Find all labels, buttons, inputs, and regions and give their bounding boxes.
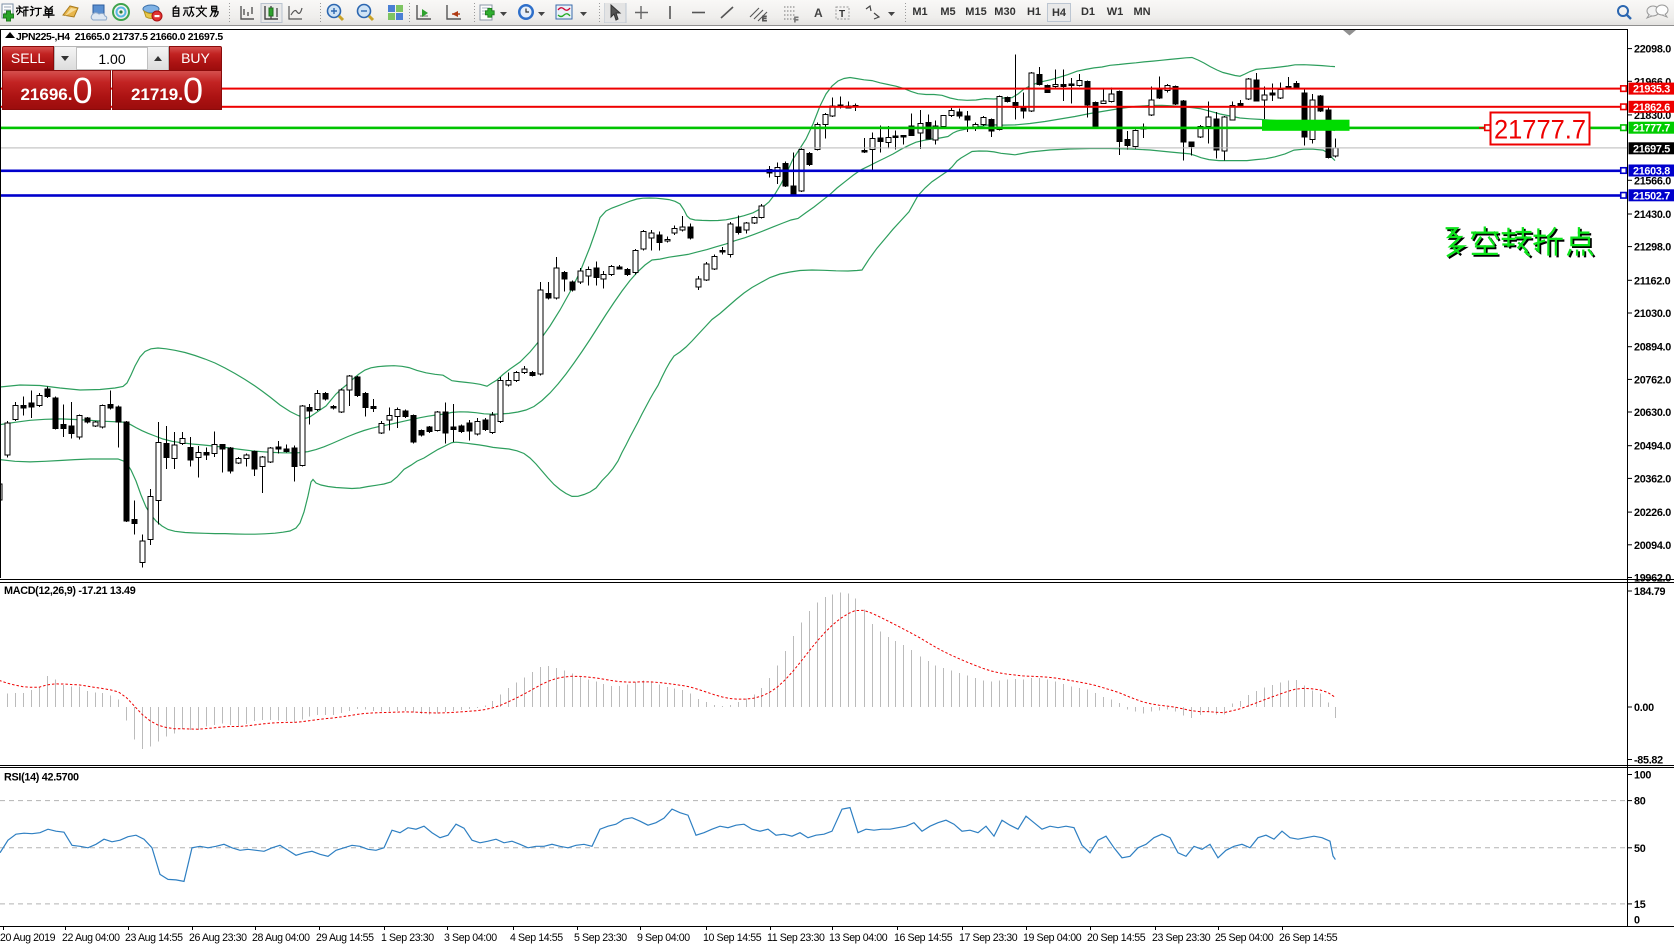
svg-text:JPN225-,H4 21665.0 21737.5 21: JPN225-,H4 21665.0 21737.5 21660.0 21697…: [16, 32, 223, 43]
svg-text:23 Aug 14:55: 23 Aug 14:55: [125, 932, 183, 944]
svg-text:21935.3: 21935.3: [1633, 84, 1670, 96]
svg-text:21162.0: 21162.0: [1634, 275, 1671, 287]
svg-text:16 Sep 14:55: 16 Sep 14:55: [894, 932, 953, 944]
svg-text:0: 0: [1634, 914, 1640, 926]
svg-text:1 Sep 23:30: 1 Sep 23:30: [381, 932, 434, 944]
svg-text:MACD(12,26,9) -17.21 13.49: MACD(12,26,9) -17.21 13.49: [4, 585, 136, 597]
svg-text:21502.7: 21502.7: [1633, 190, 1670, 202]
svg-text:T: T: [839, 9, 845, 20]
svg-text:13 Sep 04:00: 13 Sep 04:00: [829, 932, 888, 944]
svg-text:21430.0: 21430.0: [1634, 209, 1671, 221]
svg-text:A: A: [814, 6, 823, 20]
svg-text:29 Aug 14:55: 29 Aug 14:55: [316, 932, 374, 944]
svg-text:21777.7: 21777.7: [1494, 115, 1586, 145]
svg-text:25 Sep 04:00: 25 Sep 04:00: [1215, 932, 1274, 944]
svg-text:17 Sep 23:30: 17 Sep 23:30: [959, 932, 1018, 944]
svg-text:21697.5: 21697.5: [1633, 143, 1670, 155]
svg-text:15: 15: [1634, 899, 1646, 911]
svg-text:20630.0: 20630.0: [1634, 407, 1671, 419]
svg-text:22 Aug 04:00: 22 Aug 04:00: [62, 932, 120, 944]
svg-text:5 Sep 23:30: 5 Sep 23:30: [574, 932, 627, 944]
svg-text:0.00: 0.00: [1634, 702, 1654, 714]
svg-text:F: F: [794, 17, 798, 23]
svg-text:20 Sep 14:55: 20 Sep 14:55: [1087, 932, 1146, 944]
svg-text:9 Sep 04:00: 9 Sep 04:00: [637, 932, 690, 944]
svg-text:23 Sep 23:30: 23 Sep 23:30: [1152, 932, 1211, 944]
svg-text:4 Sep 14:55: 4 Sep 14:55: [510, 932, 563, 944]
svg-text:20894.0: 20894.0: [1634, 342, 1671, 354]
svg-text:E: E: [762, 16, 767, 23]
svg-text:21862.6: 21862.6: [1633, 102, 1670, 114]
svg-text:10 Sep 14:55: 10 Sep 14:55: [703, 932, 762, 944]
svg-text:20094.0: 20094.0: [1634, 540, 1671, 552]
svg-text:20762.0: 20762.0: [1634, 374, 1671, 386]
svg-text:26 Sep 14:55: 26 Sep 14:55: [1279, 932, 1338, 944]
svg-text:3 Sep 04:00: 3 Sep 04:00: [444, 932, 497, 944]
svg-text:22098.0: 22098.0: [1634, 44, 1671, 56]
svg-text:19 Sep 04:00: 19 Sep 04:00: [1023, 932, 1082, 944]
svg-text:21566.0: 21566.0: [1634, 175, 1671, 187]
svg-text:RSI(14) 42.5700: RSI(14) 42.5700: [4, 772, 79, 784]
svg-text:20494.0: 20494.0: [1634, 441, 1671, 453]
svg-text:20362.0: 20362.0: [1634, 473, 1671, 485]
svg-text:26 Aug 23:30: 26 Aug 23:30: [189, 932, 247, 944]
svg-text:-85.82: -85.82: [1634, 755, 1663, 767]
svg-text:19962.0: 19962.0: [1634, 573, 1671, 585]
svg-text:21030.0: 21030.0: [1634, 308, 1671, 320]
svg-text:21603.8: 21603.8: [1633, 166, 1670, 178]
svg-text:80: 80: [1634, 796, 1646, 808]
svg-text:20 Aug 2019: 20 Aug 2019: [0, 932, 56, 944]
svg-text:21298.0: 21298.0: [1634, 242, 1671, 254]
svg-text:50: 50: [1634, 843, 1646, 855]
svg-text:20226.0: 20226.0: [1634, 507, 1671, 519]
svg-text:100: 100: [1634, 770, 1651, 782]
svg-text:21777.7: 21777.7: [1633, 123, 1670, 135]
svg-text:11 Sep 23:30: 11 Sep 23:30: [767, 932, 825, 944]
svg-text:184.79: 184.79: [1634, 586, 1666, 598]
svg-text:28 Aug 04:00: 28 Aug 04:00: [252, 932, 310, 944]
svg-text:21830.0: 21830.0: [1634, 110, 1671, 122]
